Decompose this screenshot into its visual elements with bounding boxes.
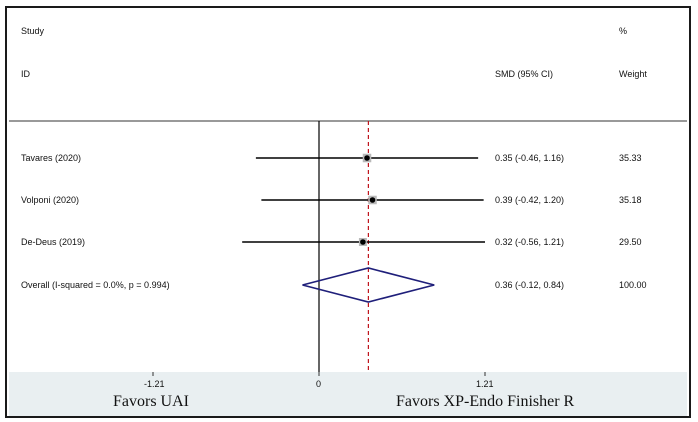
study-point <box>360 239 366 245</box>
forest-plot-frame: Study ID SMD (95% CI) % Weight Tavares (… <box>5 6 691 418</box>
study-point <box>364 155 370 161</box>
forest-plot-svg <box>7 8 689 416</box>
study-point <box>370 197 376 203</box>
